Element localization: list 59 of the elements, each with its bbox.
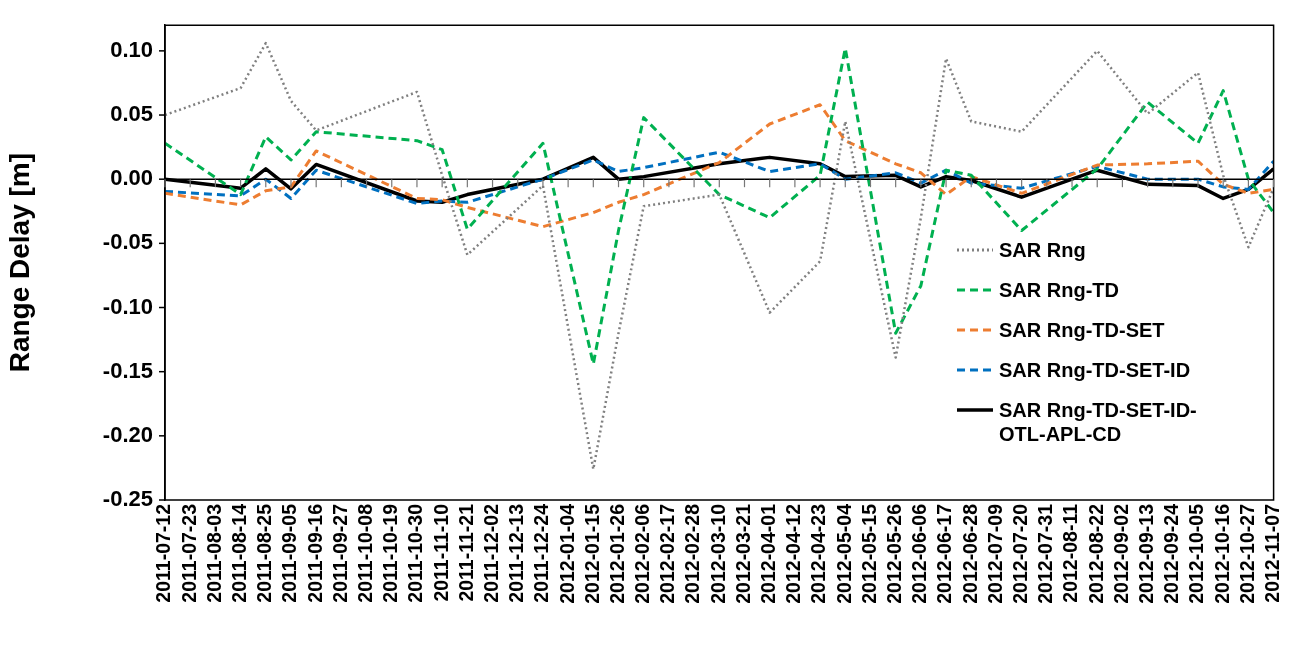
x-tick-label: 2011-10-08 bbox=[353, 503, 376, 603]
x-tick-label: 2012-08-11 bbox=[1059, 503, 1082, 603]
x-tick-label: 2011-09-16 bbox=[303, 503, 326, 603]
x-tick-label: 2012-01-04 bbox=[555, 503, 578, 604]
x-tick-label: 2012-10-16 bbox=[1210, 503, 1233, 604]
legend-label: SAR Rng-TD bbox=[999, 278, 1120, 302]
x-tick-label: 2012-04-01 bbox=[757, 503, 780, 604]
x-tick-label: 2012-04-23 bbox=[807, 503, 830, 604]
x-tick-label: 2011-10-30 bbox=[404, 503, 427, 603]
x-tick-label: 2011-11-21 bbox=[454, 503, 477, 602]
x-tick-label: 2012-08-22 bbox=[1084, 503, 1107, 604]
x-tick-label: 2012-07-31 bbox=[1034, 503, 1057, 604]
x-tick-label: 2011-08-25 bbox=[253, 503, 276, 603]
legend-label: SAR Rng-TD-SET bbox=[999, 318, 1166, 342]
x-tick-label: 2012-05-26 bbox=[883, 503, 906, 604]
x-tick-label: 2011-11-10 bbox=[429, 503, 452, 602]
x-tick-label: 2011-10-19 bbox=[379, 503, 402, 603]
x-tick-label: 2012-07-20 bbox=[1009, 503, 1032, 604]
y-tick-label: -0.15 bbox=[102, 357, 153, 383]
x-tick-label: 2011-08-14 bbox=[227, 503, 250, 603]
x-tick-label: 2012-09-02 bbox=[1109, 503, 1132, 604]
x-tick-label: 2011-07-12 bbox=[152, 503, 175, 603]
x-tick-label: 2012-02-17 bbox=[656, 504, 679, 604]
x-tick-label: 2012-02-06 bbox=[631, 503, 654, 604]
x-tick-label: 2011-09-27 bbox=[328, 504, 351, 603]
x-tick-label: 2012-01-15 bbox=[580, 503, 603, 604]
y-tick-label: -0.25 bbox=[102, 486, 153, 512]
x-tick-label: 2012-11-07 bbox=[1260, 504, 1283, 603]
x-tick-label: 2011-09-05 bbox=[278, 503, 301, 603]
legend-label: SAR Rng bbox=[999, 238, 1087, 262]
x-tick-label: 2011-12-24 bbox=[530, 503, 553, 603]
y-tick-label: -0.05 bbox=[102, 229, 153, 255]
x-tick-label: 2012-04-12 bbox=[782, 503, 805, 604]
x-tick-label: 2012-06-28 bbox=[958, 503, 981, 604]
x-tick-label: 2012-06-17 bbox=[933, 504, 956, 604]
y-tick-label: -0.10 bbox=[102, 293, 153, 319]
x-tick-label: 2012-09-24 bbox=[1160, 503, 1183, 604]
y-tick-label: -0.20 bbox=[102, 421, 153, 447]
x-tick-label: 2011-12-13 bbox=[505, 503, 528, 603]
legend-label: SAR Rng-TD-SET-ID-OTL-APL-CD bbox=[999, 398, 1198, 446]
x-tick-label: 2011-07-23 bbox=[177, 503, 200, 603]
x-tick-label: 2012-07-09 bbox=[983, 503, 1006, 604]
x-tick-label: 2012-05-04 bbox=[832, 503, 855, 604]
x-tick-label: 2011-08-03 bbox=[202, 503, 225, 603]
y-tick-label: 0.05 bbox=[110, 101, 153, 127]
x-tick-label: 2012-03-10 bbox=[706, 503, 729, 604]
y-axis-title: Range Delay [m] bbox=[3, 152, 35, 373]
x-tick-label: 2012-10-27 bbox=[1235, 504, 1258, 604]
x-tick-label: 2011-12-02 bbox=[479, 503, 502, 603]
x-tick-label: 2012-03-21 bbox=[731, 503, 754, 604]
x-tick-label: 2012-02-28 bbox=[681, 503, 704, 604]
x-tick-label: 2012-01-26 bbox=[605, 503, 628, 604]
y-tick-label: 0.10 bbox=[110, 36, 153, 62]
legend-label: SAR Rng-TD-SET-ID bbox=[999, 358, 1192, 382]
x-tick-label: 2012-05-15 bbox=[857, 503, 880, 604]
x-tick-label: 2012-06-06 bbox=[908, 503, 931, 604]
x-tick-label: 2012-09-13 bbox=[1135, 503, 1157, 604]
x-tick-label: 2012-10-05 bbox=[1185, 503, 1208, 604]
y-tick-label: 0.00 bbox=[110, 165, 153, 191]
